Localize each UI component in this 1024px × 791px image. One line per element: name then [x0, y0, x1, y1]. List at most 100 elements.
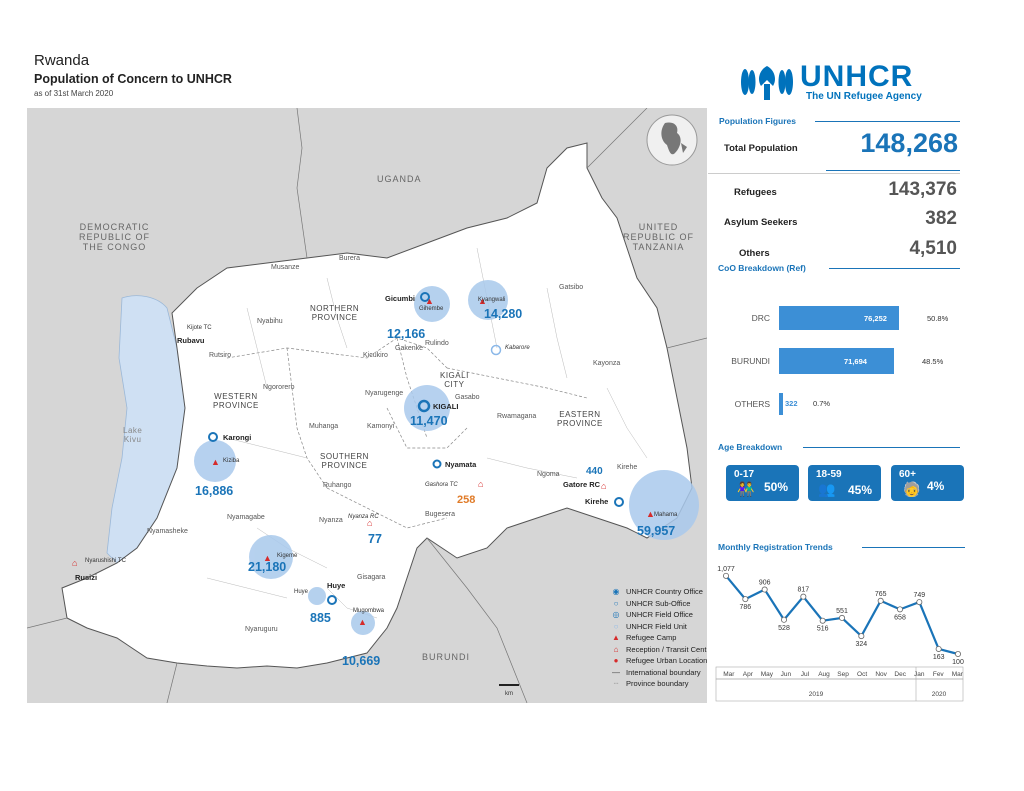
month-tick-label: Sep	[837, 671, 849, 678]
trend-point	[839, 614, 846, 621]
total-population-label: Total Population	[724, 143, 798, 154]
legend-item: ┄ Province boundary	[610, 678, 707, 690]
trend-data-label: 786	[739, 604, 751, 611]
section-divider	[829, 268, 960, 269]
legend-item: ⌂ Reception / Transit Centre	[610, 644, 707, 656]
svg-text:⌂: ⌂	[601, 481, 606, 491]
coo-label-drc: DRC	[751, 313, 770, 323]
year-label: 2019	[809, 691, 824, 698]
lake-label: Lake Kivu	[123, 426, 143, 444]
legend-item: ◉ UNHCR Country Office	[610, 586, 707, 598]
age-pct: 4%	[927, 479, 945, 493]
month-tick-label: Apr	[743, 671, 754, 678]
trend-data-label: 765	[875, 591, 887, 598]
legend-label: Reception / Transit Centre	[626, 644, 707, 654]
asylum-seekers-value: 382	[925, 208, 957, 229]
month-tick-label: Oct	[857, 671, 867, 678]
section-title-coo: CoO Breakdown (Ref)	[718, 263, 806, 273]
section-divider	[862, 547, 965, 548]
reception-centre-icon: ⌂	[613, 644, 619, 654]
svg-text:⌂: ⌂	[478, 479, 483, 489]
month-tick-label: Jun	[781, 671, 792, 678]
town-kigali: KIGALI	[433, 402, 459, 411]
field-unit-icon: ○	[613, 621, 619, 631]
figure-nyanza: 77	[368, 532, 382, 546]
svg-text:▲: ▲	[478, 296, 487, 306]
international-boundary-icon: —	[612, 667, 620, 677]
trend-line-chart: 1,077 786 906 528 817 516 551 324 765 658 749 163 10…	[715, 566, 964, 702]
legend-label: International boundary	[626, 667, 701, 677]
camp-mahama: Mahama	[654, 512, 678, 518]
section-divider	[803, 447, 960, 448]
transit-nyarushishi: Nyarushishi TC	[85, 558, 126, 564]
country-label-uganda: UGANDA	[377, 174, 422, 184]
trend-data-label: 1,077	[717, 566, 735, 573]
district-label: Kamonyi	[367, 423, 395, 430]
month-tick-label: Fev	[933, 671, 945, 678]
trend-point	[800, 593, 807, 600]
figure-mugombwa: 10,669	[342, 654, 381, 668]
country-office-icon: ◉	[612, 587, 620, 597]
legend-item: — International boundary	[610, 667, 707, 679]
town-kabarore: Kabarore	[505, 345, 530, 351]
age-group-18-59: 18-59 👥 45%	[808, 465, 881, 501]
year-label: 2020	[932, 691, 947, 698]
trend-point	[896, 606, 903, 613]
scale-label: km	[505, 691, 513, 697]
town-nyamata: Nyamata	[445, 460, 477, 469]
elderly-icon: 🧓	[903, 481, 921, 497]
coo-label-others: OTHERS	[734, 399, 770, 409]
trend-point	[877, 597, 884, 604]
country-label-tanzania: UNITED REPUBLIC OF TANZANIA	[623, 222, 695, 252]
age-group-60-plus: 60+ 🧓 4%	[891, 465, 964, 501]
district-label: Ngoma	[537, 471, 560, 478]
camp-nyabiheke: Kyangwali	[478, 297, 506, 303]
legend-item: ○ UNHCR Sub-Office	[610, 598, 707, 610]
legend-label: UNHCR Sub-Office	[626, 598, 691, 608]
age-range: 60+	[899, 469, 916, 480]
children-icon: 👫	[737, 481, 755, 497]
legend-label: Refugee Urban Location	[626, 656, 707, 666]
age-pct: 45%	[848, 483, 873, 497]
legend-label: UNHCR Field Office	[626, 610, 693, 620]
coo-value-others: 322	[785, 399, 798, 408]
legend-label: Refugee Camp	[626, 633, 677, 643]
province-label-kigali: KIGALI CITY	[440, 371, 469, 389]
trend-point	[819, 617, 826, 624]
coo-label-burundi: BURUNDI	[731, 356, 770, 366]
legend-label: UNHCR Field Unit	[626, 621, 687, 631]
trend-data-label: 817	[797, 587, 809, 594]
month-tick-label: Nov	[875, 671, 887, 678]
district-label: Kayonza	[593, 360, 621, 367]
legend-label: Province boundary	[626, 679, 689, 689]
town-huye: Huye	[327, 581, 346, 590]
svg-text:▲: ▲	[425, 296, 434, 306]
trend-data-label: 749	[913, 592, 925, 599]
month-tick-label: Aug	[818, 671, 830, 678]
month-tick-label: Jul	[801, 671, 810, 678]
section-title-trend: Monthly Registration Trends	[718, 542, 833, 552]
figure-mahama: 59,957	[637, 524, 676, 538]
district-label: Muhanga	[309, 423, 339, 430]
trend-data-label: 528	[778, 625, 790, 632]
total-population-value: 148,268	[860, 128, 958, 158]
legend-label: UNHCR Country Office	[626, 587, 703, 597]
month-tick-label: Mar	[952, 671, 964, 678]
page-title: Population of Concern to UNHCR	[34, 72, 232, 86]
town-rubavu: Rubavu	[177, 336, 205, 345]
asylum-seekers-label: Asylum Seekers	[724, 217, 798, 228]
camp-mugombwa: Mugombwa	[353, 608, 385, 614]
town-kijote: Kijote TC	[187, 325, 212, 331]
district-label: Bugesera	[425, 511, 455, 518]
urban-location-icon: ●	[613, 656, 619, 666]
trend-point	[781, 616, 788, 623]
svg-text:▲: ▲	[263, 553, 272, 563]
coo-value-drc: 76,252	[864, 314, 887, 323]
figure-gashora: 258	[457, 494, 476, 506]
province-label-northern: NORTHERN PROVINCE	[310, 304, 360, 322]
section-title-population: Population Figures	[719, 116, 796, 126]
month-tick-label: Dec	[894, 671, 906, 678]
legend-item: ○ UNHCR Field Unit	[610, 621, 707, 633]
logo-tagline: The UN Refugee Agency	[806, 91, 922, 102]
trend-point	[935, 645, 942, 652]
